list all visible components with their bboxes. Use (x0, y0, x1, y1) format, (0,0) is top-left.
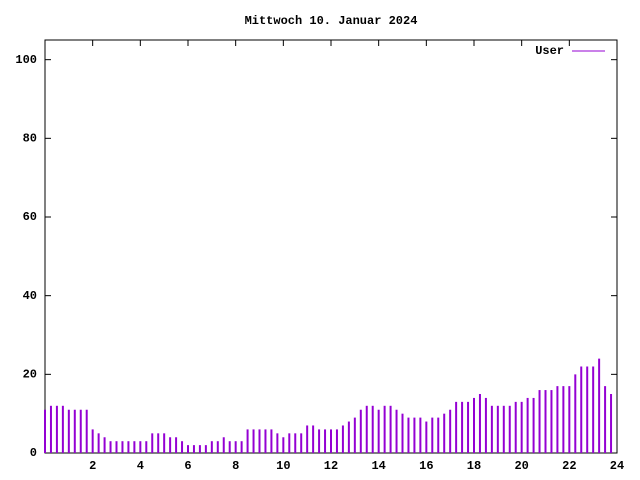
x-tick-label: 4 (137, 459, 144, 473)
x-tick-label: 22 (562, 459, 576, 473)
x-tick-label: 2 (89, 459, 96, 473)
x-tick-label: 20 (514, 459, 528, 473)
x-tick-label: 10 (276, 459, 290, 473)
y-tick-label: 60 (23, 210, 37, 224)
y-tick-label: 0 (30, 446, 37, 460)
x-tick-label: 12 (324, 459, 338, 473)
y-tick-label: 20 (23, 368, 37, 382)
y-tick-label: 40 (23, 289, 37, 303)
x-tick-label: 16 (419, 459, 433, 473)
legend-label: User (535, 44, 564, 58)
y-tick-label: 80 (23, 132, 37, 146)
x-tick-label: 14 (371, 459, 385, 473)
x-tick-label: 8 (232, 459, 239, 473)
x-tick-label: 18 (467, 459, 481, 473)
x-tick-label: 24 (610, 459, 624, 473)
plot-frame (44, 39, 618, 454)
x-tick-label: 6 (184, 459, 191, 473)
chart-title: Mittwoch 10. Januar 2024 (245, 14, 418, 28)
y-tick-label: 100 (15, 53, 37, 67)
